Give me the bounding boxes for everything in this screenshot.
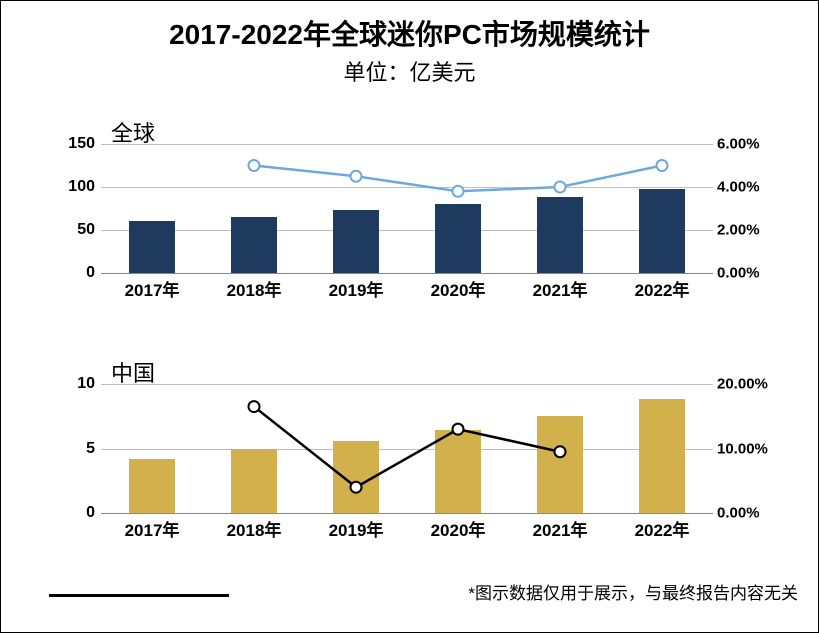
plot-china: 05100.00%10.00%20.00%2017年2018年2019年2020… xyxy=(101,384,713,514)
xtick: 2020年 xyxy=(431,276,486,301)
line-marker xyxy=(453,424,464,435)
line-marker xyxy=(453,186,464,197)
xtick: 2021年 xyxy=(533,276,588,301)
line-marker xyxy=(555,446,566,457)
ytick-left: 50 xyxy=(53,221,95,239)
footer-rule xyxy=(49,594,229,597)
xtick: 2021年 xyxy=(533,516,588,541)
xtick: 2019年 xyxy=(329,516,384,541)
panel-global: 全球 0501001500.00%2.00%4.00%6.00%2017年201… xyxy=(51,116,768,316)
xtick: 2022年 xyxy=(635,276,690,301)
footnote-text: *图示数据仅用于展示，与最终报告内容无关 xyxy=(468,579,798,604)
ytick-right: 0.00% xyxy=(717,265,775,282)
xtick: 2020年 xyxy=(431,516,486,541)
ytick-left: 0 xyxy=(53,504,95,522)
xtick: 2022年 xyxy=(635,516,690,541)
line-svg xyxy=(101,144,713,273)
ytick-left: 150 xyxy=(53,135,95,153)
xtick: 2017年 xyxy=(125,276,180,301)
line-marker xyxy=(249,160,260,171)
ytick-left: 5 xyxy=(53,440,95,458)
chart-container: 2017-2022年全球迷你PC市场规模统计 单位：亿美元 全球 0501001… xyxy=(0,0,819,633)
line-marker xyxy=(555,182,566,193)
ytick-right: 2.00% xyxy=(717,222,775,239)
trend-line xyxy=(254,407,560,488)
line-marker xyxy=(351,482,362,493)
line-marker xyxy=(249,401,260,412)
line-marker xyxy=(657,160,668,171)
plot-global: 0501001500.00%2.00%4.00%6.00%2017年2018年2… xyxy=(101,144,713,274)
ytick-right: 20.00% xyxy=(717,376,775,393)
panel-china: 中国 05100.00%10.00%20.00%2017年2018年2019年2… xyxy=(51,356,768,556)
xtick: 2017年 xyxy=(125,516,180,541)
ytick-right: 10.00% xyxy=(717,440,775,457)
ytick-right: 4.00% xyxy=(717,179,775,196)
xtick: 2018年 xyxy=(227,276,282,301)
ytick-left: 10 xyxy=(53,375,95,393)
chart-title: 2017-2022年全球迷你PC市场规模统计 xyxy=(1,1,818,53)
ytick-right: 0.00% xyxy=(717,505,775,522)
line-svg xyxy=(101,384,713,513)
ytick-left: 0 xyxy=(53,264,95,282)
ytick-right: 6.00% xyxy=(717,136,775,153)
xtick: 2019年 xyxy=(329,276,384,301)
xtick: 2018年 xyxy=(227,516,282,541)
ytick-left: 100 xyxy=(53,178,95,196)
line-marker xyxy=(351,171,362,182)
chart-subtitle: 单位：亿美元 xyxy=(1,55,818,87)
